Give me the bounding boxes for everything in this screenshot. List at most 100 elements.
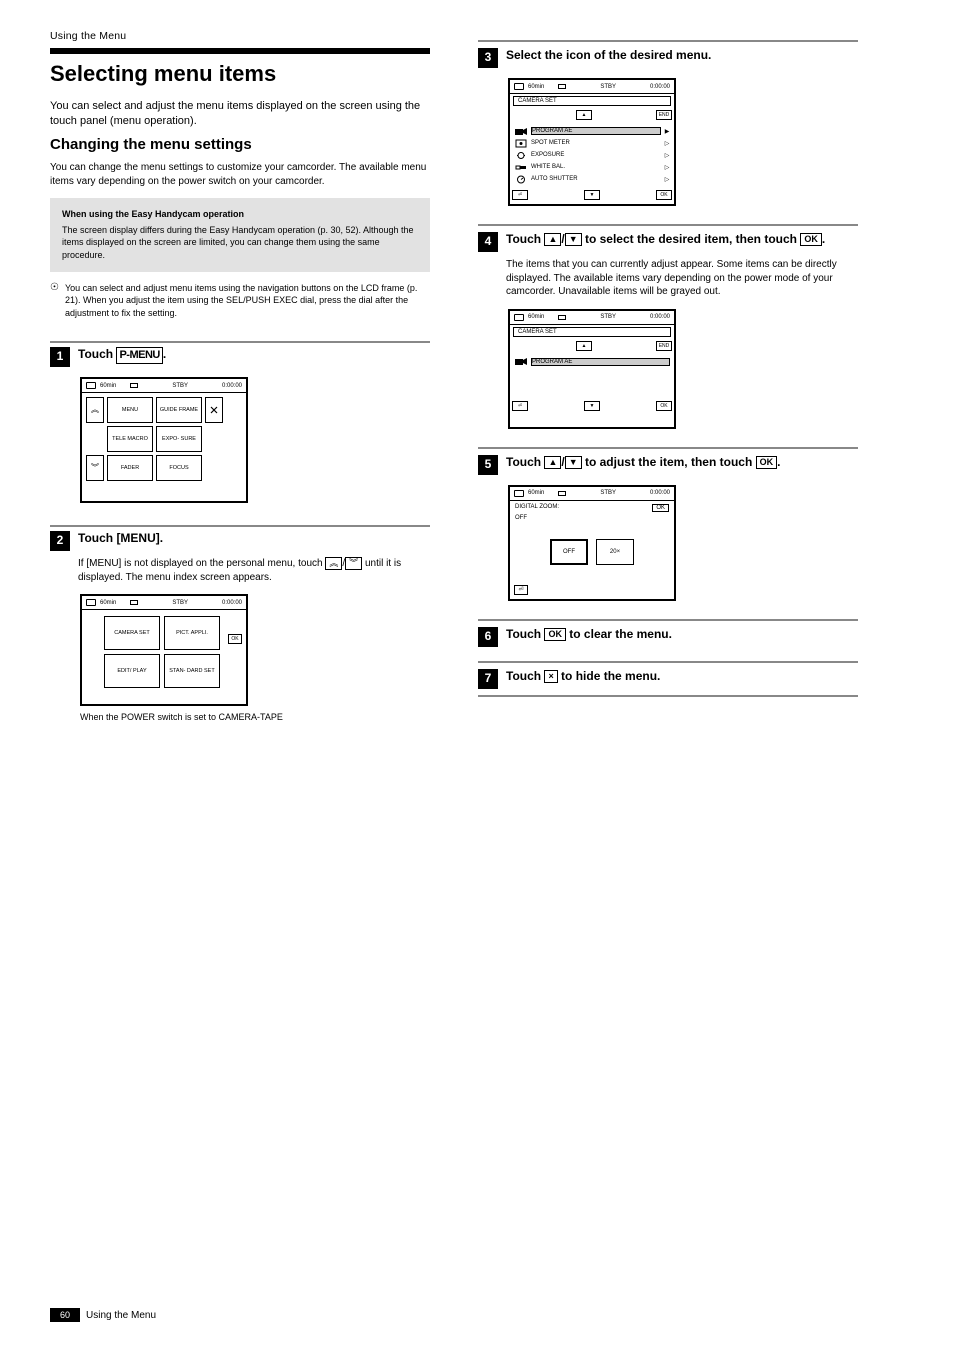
lcd-screen-step4: 60min STBY 0:00:00 CAMERA SET ▲ END <box>508 309 676 429</box>
lcd4-ok: OK <box>656 401 672 411</box>
menu-list-row: EXPOSURE▷ <box>514 149 670 161</box>
tape-icon <box>514 314 524 321</box>
tape-icon <box>86 599 96 606</box>
lcd3-down-icon: ▼ <box>584 190 600 200</box>
lcd3-header-right: 0:00:00 <box>650 84 670 90</box>
step5-rule <box>478 447 858 449</box>
camera-icon <box>514 357 528 367</box>
subtitle: Changing the menu settings <box>50 136 430 153</box>
overline-rule <box>50 48 430 54</box>
step3-text: Select the icon of the desired menu. <box>506 48 858 64</box>
step1-prefix: Touch <box>78 347 116 361</box>
lcd1-header-right: 0:00:00 <box>222 383 242 389</box>
step7-suffix: to hide the menu. <box>558 669 661 683</box>
chevron-right-icon: ▷ <box>664 176 670 183</box>
battery-icon <box>130 600 138 605</box>
lcd4-item: PROGRAM AE <box>531 358 670 366</box>
lcd-screen-step5: 60min STBY 0:00:00 DIGITAL ZOOM: OK OFF … <box>508 485 676 601</box>
step-number-2: 2 <box>50 531 70 551</box>
step3-head: 3 Select the icon of the desired menu. <box>478 48 858 68</box>
lcd-screen-step3: 60min STBY 0:00:00 CAMERA SET ▲ END PROG… <box>508 78 676 206</box>
step4-mid: to select the desired item, then touch <box>582 232 801 246</box>
step5-suffix: . <box>777 455 780 469</box>
lcd2-header-center: STBY <box>172 600 188 606</box>
tape-icon <box>514 83 524 90</box>
lcd2-caption: When the POWER switch is set to CAMERA-T… <box>80 712 430 722</box>
step4-paragraph: The items that you can currently adjust … <box>478 258 858 299</box>
up-arrow-button: ▲ <box>544 456 561 469</box>
nav-up-icon: ︽ <box>86 397 104 423</box>
tip-block: ☉ You can select and adjust menu items u… <box>50 282 430 320</box>
step5-mid: to adjust the item, then touch <box>582 455 756 469</box>
menu-index-1: CAMERA SET <box>104 616 160 650</box>
expo-icon <box>514 150 528 160</box>
battery-icon <box>130 383 138 388</box>
subtitle-paragraph: You can change the menu settings to cust… <box>50 161 430 188</box>
tape-icon <box>86 382 96 389</box>
lcd5-return-icon: ⏎ <box>514 585 528 595</box>
close-cell-icon <box>205 397 223 423</box>
step2-note: If [MENU] is not displayed on the person… <box>50 557 430 584</box>
step-number-6: 6 <box>478 627 498 647</box>
step1-suffix: . <box>163 347 166 361</box>
lcd3-header-left: 60min <box>528 84 544 90</box>
lcd2-header-left: 60min <box>100 600 116 606</box>
chevron-right-icon: ▷ <box>664 164 670 171</box>
menu-list-row: SPOT METER▷ <box>514 137 670 149</box>
lcd3-return-icon: ⏎ <box>512 190 528 200</box>
chevron-right-icon: ▷ <box>664 140 670 147</box>
intro-paragraph: You can select and adjust the menu items… <box>50 99 430 130</box>
lcd2-ok: OK <box>228 634 242 644</box>
lcd4-down-icon: ▼ <box>584 401 600 411</box>
lcd3-ok: OK <box>656 190 672 200</box>
step-number-7: 7 <box>478 669 498 689</box>
ok-button: OK <box>756 456 778 469</box>
menu-cell-3: TELE MACRO <box>107 426 153 452</box>
step3-rule <box>478 40 858 42</box>
down-arrow-button: ▼ <box>565 233 582 246</box>
step1-head: 1 Touch P-MENU. <box>50 347 430 367</box>
step5-prefix: Touch <box>506 455 544 469</box>
menu-list-row: AUTO SHUTTER▷ <box>514 173 670 185</box>
step4-head: 4 Touch ▲/▼ to select the desired item, … <box>478 232 858 252</box>
page-number: 60 <box>50 1308 80 1322</box>
page-footer: 60 Using the Menu <box>50 1308 156 1322</box>
battery-icon <box>558 315 566 320</box>
mode-off-button: OFF <box>550 539 588 565</box>
menu-index-3: EDIT/ PLAY <box>104 654 160 688</box>
close-x-button: × <box>544 670 557 683</box>
ok-button: OK <box>544 628 566 641</box>
tip-icon: ☉ <box>50 283 59 320</box>
menu-cell-2: GUIDE FRAME <box>156 397 202 423</box>
lcd4-header-center: STBY <box>600 314 616 320</box>
menu-list-row: PROGRAM AE▶ <box>514 125 670 137</box>
lcd1-header-center: STBY <box>172 383 188 389</box>
step2-head: 2 Touch [MENU]. <box>50 531 430 551</box>
lcd5-title: DIGITAL ZOOM: <box>515 504 559 512</box>
menu-cell-6: FOCUS <box>156 455 202 481</box>
menu-list-label: SPOT METER <box>531 140 661 146</box>
menu-list-label: WHITE BAL. <box>531 164 661 170</box>
step1-rule <box>50 341 430 343</box>
as-icon <box>514 174 528 184</box>
step7-prefix: Touch <box>506 669 544 683</box>
chevron-right-icon: ▷ <box>664 152 670 159</box>
meter-icon <box>514 138 528 148</box>
menu-list-row: WHITE BAL.▷ <box>514 161 670 173</box>
battery-icon <box>558 84 566 89</box>
up-arrow-button: ▲ <box>544 233 561 246</box>
step-number-4: 4 <box>478 232 498 252</box>
menu-list-label: PROGRAM AE <box>531 127 661 135</box>
step6-rule <box>478 619 858 621</box>
step-number-3: 3 <box>478 48 498 68</box>
tint-callout-title: When using the Easy Handycam operation <box>62 208 418 221</box>
lcd2-header-right: 0:00:00 <box>222 600 242 606</box>
step4-prefix: Touch <box>506 232 544 246</box>
chev-up-button: ︽ <box>325 557 342 570</box>
lcd4-end: END <box>656 341 672 351</box>
mode-20x-button: 20× <box>596 539 634 565</box>
lcd4-header-right: 0:00:00 <box>650 314 670 320</box>
lcd5-header-left: 60min <box>528 490 544 496</box>
tip-text: You can select and adjust menu items usi… <box>65 282 430 320</box>
nav-down-icon: ︾ <box>86 455 104 481</box>
